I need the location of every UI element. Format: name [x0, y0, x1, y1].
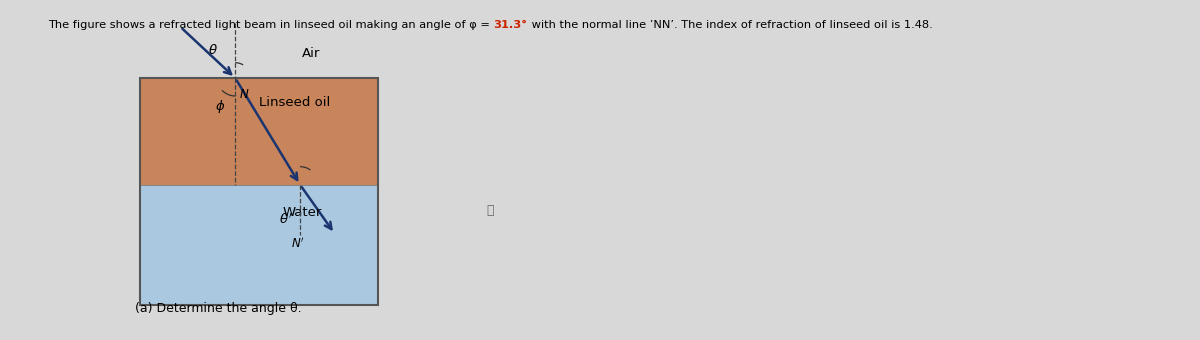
- Bar: [140, 185, 378, 305]
- Text: 31.3°: 31.3°: [493, 20, 528, 30]
- Text: Air: Air: [302, 47, 320, 60]
- Text: $\phi$: $\phi$: [215, 98, 226, 115]
- Text: ⓘ: ⓘ: [486, 204, 493, 217]
- Text: Linseed oil: Linseed oil: [259, 96, 330, 109]
- Bar: [140, 78, 378, 305]
- Text: with the normal line ’NN’. The index of refraction of linseed oil is 1.48.: with the normal line ’NN’. The index of …: [528, 20, 932, 30]
- Text: $N'$: $N'$: [292, 237, 305, 251]
- Text: (a) Determine the angle θ.: (a) Determine the angle θ.: [134, 302, 301, 315]
- Text: $\theta$: $\theta$: [209, 43, 218, 57]
- Text: $\theta'$: $\theta'$: [278, 213, 292, 227]
- Text: The figure shows a refracted light beam in linseed oil making an angle of φ =: The figure shows a refracted light beam …: [48, 20, 493, 30]
- Text: Water: Water: [282, 206, 322, 219]
- Text: $N$: $N$: [239, 88, 250, 101]
- Bar: [140, 78, 378, 185]
